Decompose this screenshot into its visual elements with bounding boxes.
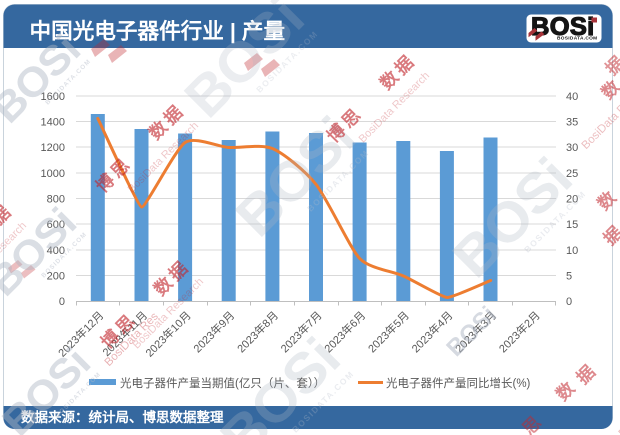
svg-text:15: 15 <box>566 219 578 231</box>
svg-text:30: 30 <box>566 142 578 154</box>
svg-text:1200: 1200 <box>41 142 65 154</box>
svg-text:40: 40 <box>566 91 578 103</box>
svg-text:0: 0 <box>566 296 572 308</box>
svg-text:数据来源：统计局、博思数据整理: 数据来源：统计局、博思数据整理 <box>21 409 224 425</box>
svg-text:200: 200 <box>47 271 65 283</box>
svg-text:光电子器件产量同比增长(%): 光电子器件产量同比增长(%) <box>386 376 531 390</box>
svg-text:5: 5 <box>566 271 572 283</box>
svg-text:1000: 1000 <box>41 168 65 180</box>
svg-text:1400: 1400 <box>41 117 65 129</box>
svg-text:0: 0 <box>59 296 65 308</box>
svg-text:10: 10 <box>566 245 578 257</box>
svg-text:BOSIDATA.COM: BOSIDATA.COM <box>557 36 597 42</box>
svg-text:35: 35 <box>566 117 578 129</box>
